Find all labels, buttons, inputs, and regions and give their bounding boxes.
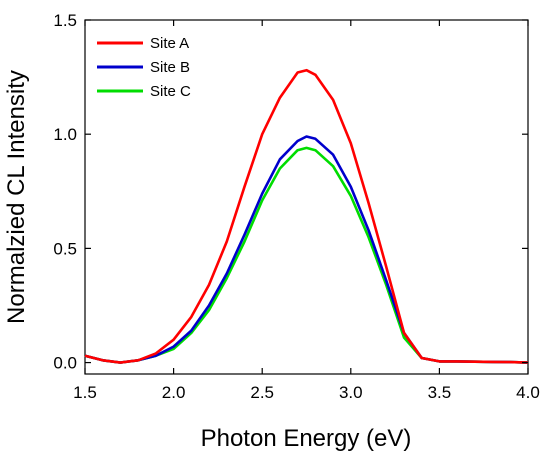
y-axis-title: Normalzied CL Intensity — [3, 70, 30, 324]
x-tick-label: 1.5 — [73, 383, 97, 402]
x-tick-label: 2.0 — [162, 383, 186, 402]
legend-label-site-c: Site C — [150, 83, 191, 100]
legend: Site A Site B Site C — [97, 35, 191, 100]
y-tick-label: 0.0 — [53, 354, 77, 373]
x-tick-label: 2.5 — [250, 383, 274, 402]
legend-label-site-b: Site B — [150, 59, 190, 76]
tick-layer: 1.5 2.0 2.5 3.0 3.5 4.0 0.0 0.5 1.0 1.5 — [53, 11, 539, 402]
y-tick-label: 1.0 — [53, 125, 77, 144]
plot-area: 1.5 2.0 2.5 3.0 3.5 4.0 0.0 0.5 1.0 1.5 — [53, 11, 539, 402]
series-line-site-a — [84, 68, 529, 364]
x-tick-label: 4.0 — [516, 383, 540, 402]
series-line-site-b — [84, 135, 529, 364]
legend-label-site-a: Site A — [150, 35, 189, 52]
series-line-site-c — [84, 146, 529, 364]
x-tick-label: 3.5 — [428, 383, 452, 402]
y-tick-label: 0.5 — [53, 239, 77, 258]
x-tick-label: 3.0 — [339, 383, 363, 402]
y-tick-label: 1.5 — [53, 11, 77, 30]
x-axis-title: Photon Energy (eV) — [201, 425, 412, 452]
series-layer — [84, 68, 529, 364]
plot-frame — [84, 19, 529, 375]
